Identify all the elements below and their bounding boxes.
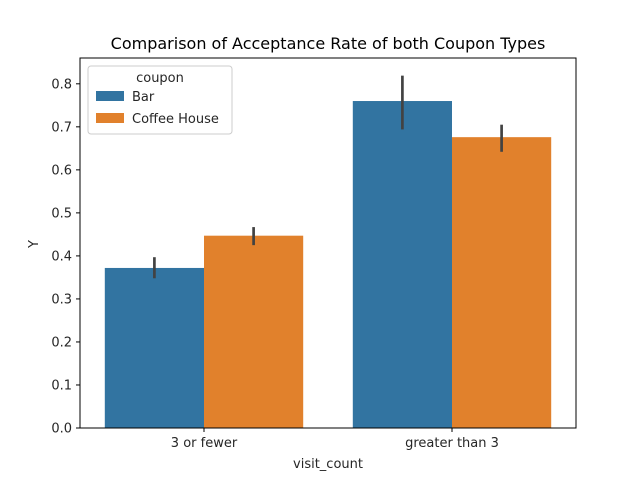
legend-label-1: Coffee House [132, 112, 219, 127]
plot-area: 3 or fewer greater than 3 0.0 0.1 0.2 0.3 0.4 0… [51, 57, 577, 451]
x-axis-label: visit_count [293, 457, 363, 472]
y-tick-label-3: 0.3 [51, 292, 72, 307]
y-tick-label-6: 0.6 [51, 163, 72, 178]
y-tick-label-0: 0.0 [51, 422, 72, 437]
legend-label-0: Bar [132, 90, 155, 105]
plot-frame [79, 57, 577, 429]
y-tick-label-4: 0.4 [51, 249, 72, 264]
x-tick-label-0: 3 or fewer [171, 436, 238, 451]
y-tick-label-1: 0.1 [51, 378, 72, 393]
legend: coupon Bar Coffee House [87, 65, 233, 135]
bar-1-1 [452, 137, 552, 429]
legend-title: coupon [136, 71, 184, 86]
y-tick-label-5: 0.5 [51, 206, 72, 221]
y-tick-label-7: 0.7 [51, 120, 72, 135]
x-tick-label-1: greater than 3 [405, 436, 499, 451]
legend-swatch-1 [96, 113, 124, 123]
legend-swatch-0 [96, 91, 124, 101]
bar-0-1 [352, 101, 452, 428]
y-tick-label-8: 0.8 [51, 77, 72, 92]
chart-title: Comparison of Acceptance Rate of both Co… [111, 34, 546, 53]
bar-1-0 [204, 235, 304, 428]
y-axis-label: Y [27, 240, 42, 249]
bar-0-0 [104, 267, 204, 428]
y-tick-label-2: 0.2 [51, 335, 72, 350]
